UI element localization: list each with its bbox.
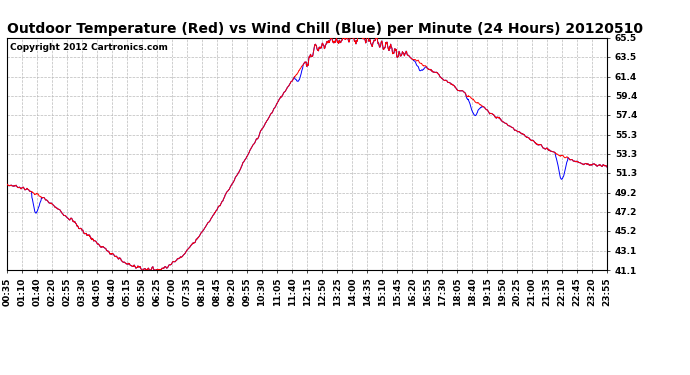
Text: Copyright 2012 Cartronics.com: Copyright 2012 Cartronics.com (10, 44, 168, 52)
Text: Outdoor Temperature (Red) vs Wind Chill (Blue) per Minute (24 Hours) 20120510: Outdoor Temperature (Red) vs Wind Chill … (7, 22, 643, 36)
